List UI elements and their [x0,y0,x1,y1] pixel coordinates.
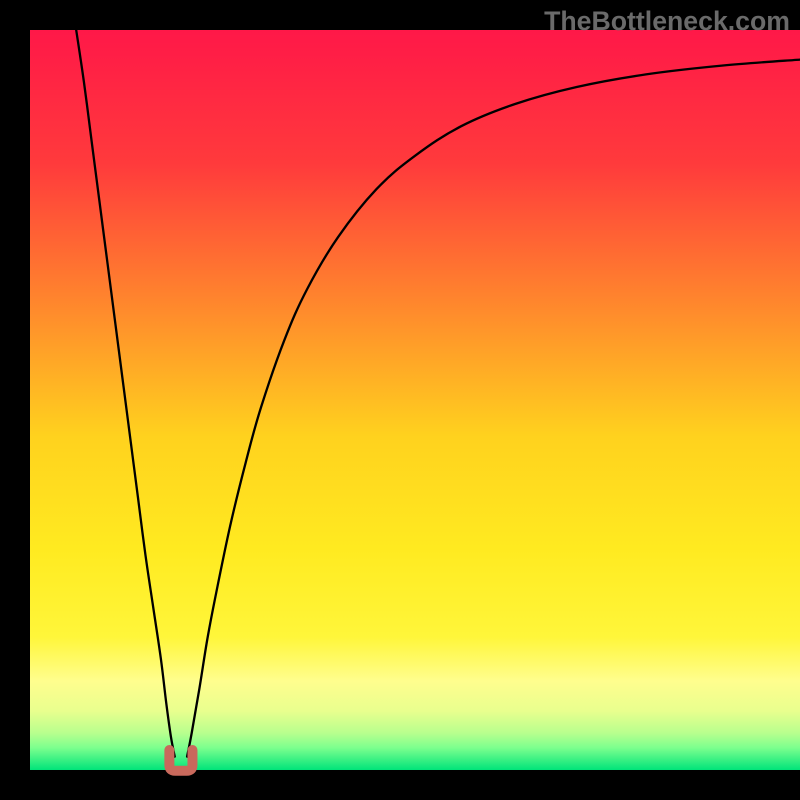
valley-marker [169,750,192,771]
curves-layer [0,0,800,800]
curve-right [187,60,800,757]
chart-frame: TheBottleneck.com [0,0,800,800]
curve-left [76,30,175,757]
watermark-text: TheBottleneck.com [544,6,790,37]
